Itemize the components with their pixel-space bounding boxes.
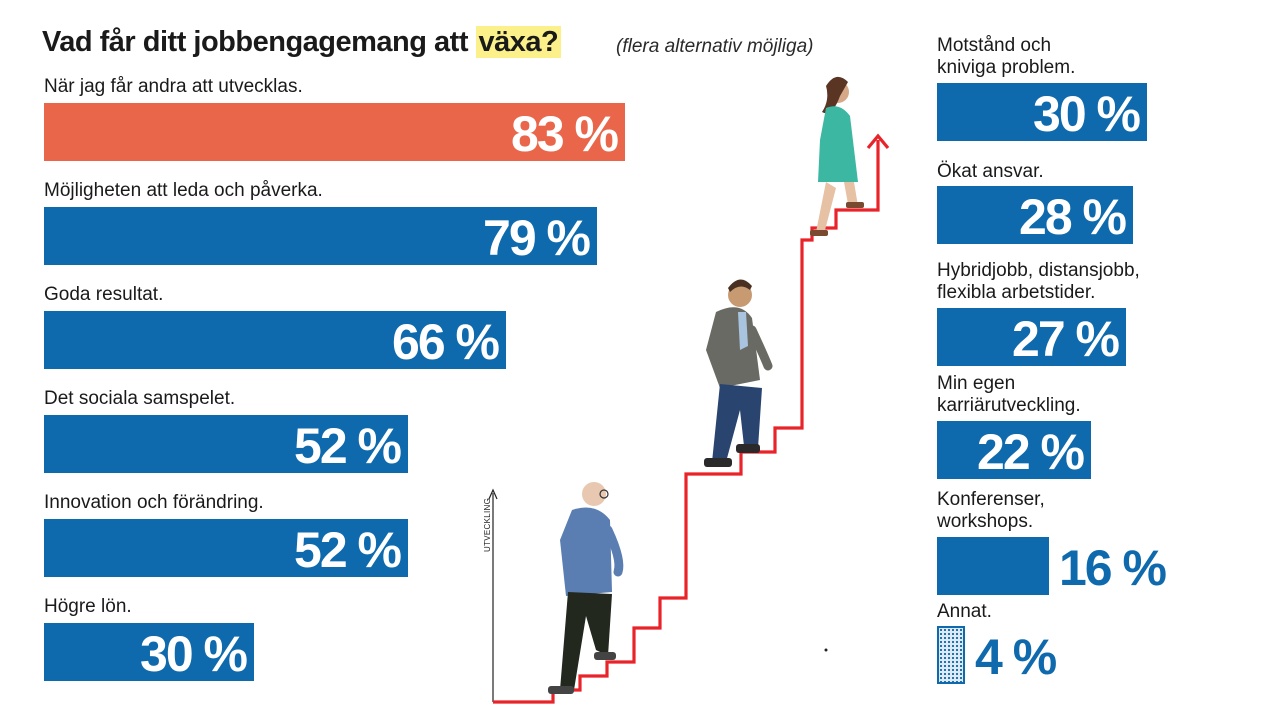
bar: [937, 308, 1126, 366]
decorative-dot: [824, 648, 828, 652]
category-label: Innovation och förändring.: [44, 492, 264, 513]
person-shoe: [548, 686, 574, 694]
axis-label-development: UTVECKLING: [483, 497, 492, 552]
chart-subtitle: (flera alternativ möjliga): [616, 36, 814, 57]
glasses-icon: [599, 489, 609, 499]
bar: [44, 623, 254, 681]
category-label-line: Min egen: [937, 373, 1016, 394]
person-head: [582, 482, 606, 506]
category-label-line: workshops.: [937, 511, 1034, 532]
bar: [937, 626, 965, 684]
bar: [937, 83, 1147, 141]
person-hair: [728, 279, 752, 292]
person-dress: [818, 106, 858, 182]
data-label: 66 %: [392, 314, 500, 370]
category-label: Möjligheten att leda och påverka.: [44, 180, 323, 201]
bar: [937, 537, 1049, 595]
data-label: 16 %: [1059, 540, 1167, 596]
axis-arrow: [488, 488, 498, 500]
person-arm: [747, 325, 773, 371]
data-label: 22 %: [977, 424, 1085, 480]
category-label: Det sociala samspelet.: [44, 388, 236, 409]
data-label: 52 %: [294, 522, 402, 578]
title-highlight: växa?: [475, 26, 562, 58]
bar: [44, 103, 625, 161]
person-shoe: [736, 444, 760, 453]
person-sweater: [560, 507, 612, 596]
category-label-line: Motstånd och: [937, 35, 1052, 56]
category-label: När jag får andra att utvecklas.: [44, 76, 303, 97]
person-leg: [816, 182, 836, 234]
category-label: Min egen karriärutveckling.: [937, 373, 1081, 417]
person-arm: [603, 525, 624, 577]
data-label: 30 %: [140, 626, 248, 682]
category-label: Konferenser, workshops.: [937, 489, 1045, 533]
bar: [44, 415, 408, 473]
data-label: 79 %: [483, 210, 591, 266]
bar: [937, 186, 1133, 244]
category-label: Motstånd och kniviga problem.: [937, 35, 1075, 79]
person-shoe: [704, 458, 732, 467]
data-label: 83 %: [511, 106, 619, 162]
data-label: 27 %: [1012, 311, 1120, 367]
category-label-line: kniviga problem.: [937, 57, 1076, 78]
chart-title: Vad får ditt jobbengagemang att växa?: [42, 26, 562, 59]
data-label: 28 %: [1019, 189, 1127, 245]
category-label: Annat.: [937, 601, 992, 622]
stairs-arrow-head: [866, 133, 890, 150]
person-trousers: [560, 592, 612, 690]
bar: [937, 421, 1091, 479]
person-head: [728, 283, 752, 307]
person-shoe: [810, 230, 828, 236]
bar: [44, 519, 408, 577]
bar: [44, 207, 597, 265]
data-label: 4 %: [975, 629, 1057, 685]
category-label: Högre lön.: [44, 596, 132, 617]
category-label-line: Konferenser,: [937, 489, 1045, 510]
category-label-line: flexibla arbetstider.: [937, 282, 1096, 303]
data-label: 52 %: [294, 418, 402, 474]
person-trousers: [712, 384, 762, 462]
category-label: Ökat ansvar.: [937, 161, 1044, 182]
person-shirt: [738, 312, 748, 350]
person-hair: [822, 76, 848, 114]
category-label-line: Hybridjobb, distansjobb,: [937, 260, 1140, 281]
title-text: Vad får ditt jobbengagemang att: [42, 26, 476, 58]
person-shoe: [594, 652, 616, 660]
bar: [44, 311, 506, 369]
person-leg: [844, 182, 858, 206]
data-label: 30 %: [1033, 86, 1141, 142]
person-shoe: [846, 202, 864, 208]
category-label-line: karriärutveckling.: [937, 395, 1081, 416]
category-label: Hybridjobb, distansjobb, flexibla arbetst…: [937, 260, 1140, 304]
person-jacket: [706, 307, 760, 388]
category-label: Goda resultat.: [44, 284, 164, 305]
